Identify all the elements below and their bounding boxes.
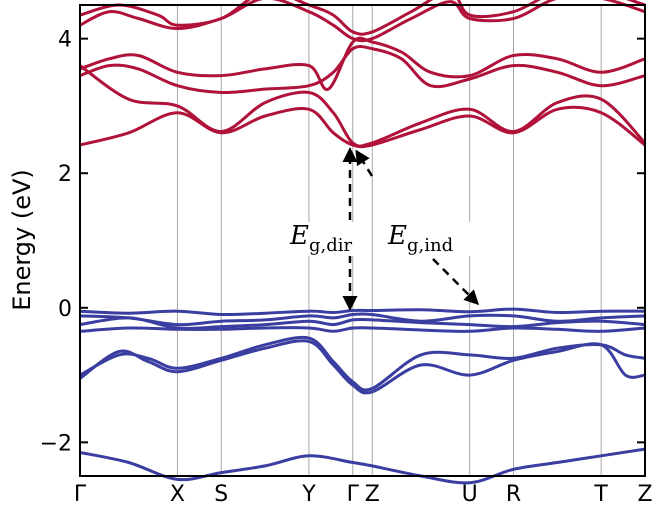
y-tick-label: −2 [40, 431, 72, 456]
gap-annotations: Eg,dir Eg,ind [285, 147, 480, 311]
conduction-band-line [79, 0, 646, 43]
x-tick-label: Γ [74, 482, 87, 506]
conduction-band-line [79, 105, 646, 149]
indirect-gap-arrow-lower [432, 258, 480, 306]
x-tick-label: S [214, 482, 228, 506]
valence-band-line [79, 335, 646, 392]
valence-band-line [79, 326, 646, 333]
conduction-band-line [79, 36, 646, 91]
indirect-gap-label: Eg,ind [387, 221, 453, 256]
y-tick-label: 0 [58, 297, 72, 322]
bands [79, 0, 647, 485]
x-tick-label: U [462, 482, 478, 506]
valence-band-line [79, 447, 646, 485]
plot-frame [79, 4, 646, 477]
x-tick-label: Z [637, 482, 652, 506]
x-tick-label: R [506, 482, 521, 506]
x-tick-label: T [593, 482, 608, 506]
conduction-band-line [79, 64, 647, 148]
y-tick-label: 4 [58, 28, 72, 53]
direct-gap-label: Eg,dir [289, 221, 353, 256]
x-tick-label: Y [301, 482, 316, 506]
y-tick-label: 2 [58, 162, 72, 187]
conduction-band-line [79, 0, 646, 36]
x-tick-label: Γ [347, 482, 360, 506]
x-tick-label: X [170, 482, 185, 506]
conduction-band-line [79, 45, 646, 95]
indirect-gap-arrow-upper [355, 149, 374, 177]
valence-band-line [79, 339, 646, 395]
y-axis-label: Energy (eV) [8, 169, 36, 311]
x-tick-label: Z [365, 482, 380, 506]
y-axis: −2 0 2 4 [40, 28, 645, 456]
valence-band-line [79, 312, 646, 327]
